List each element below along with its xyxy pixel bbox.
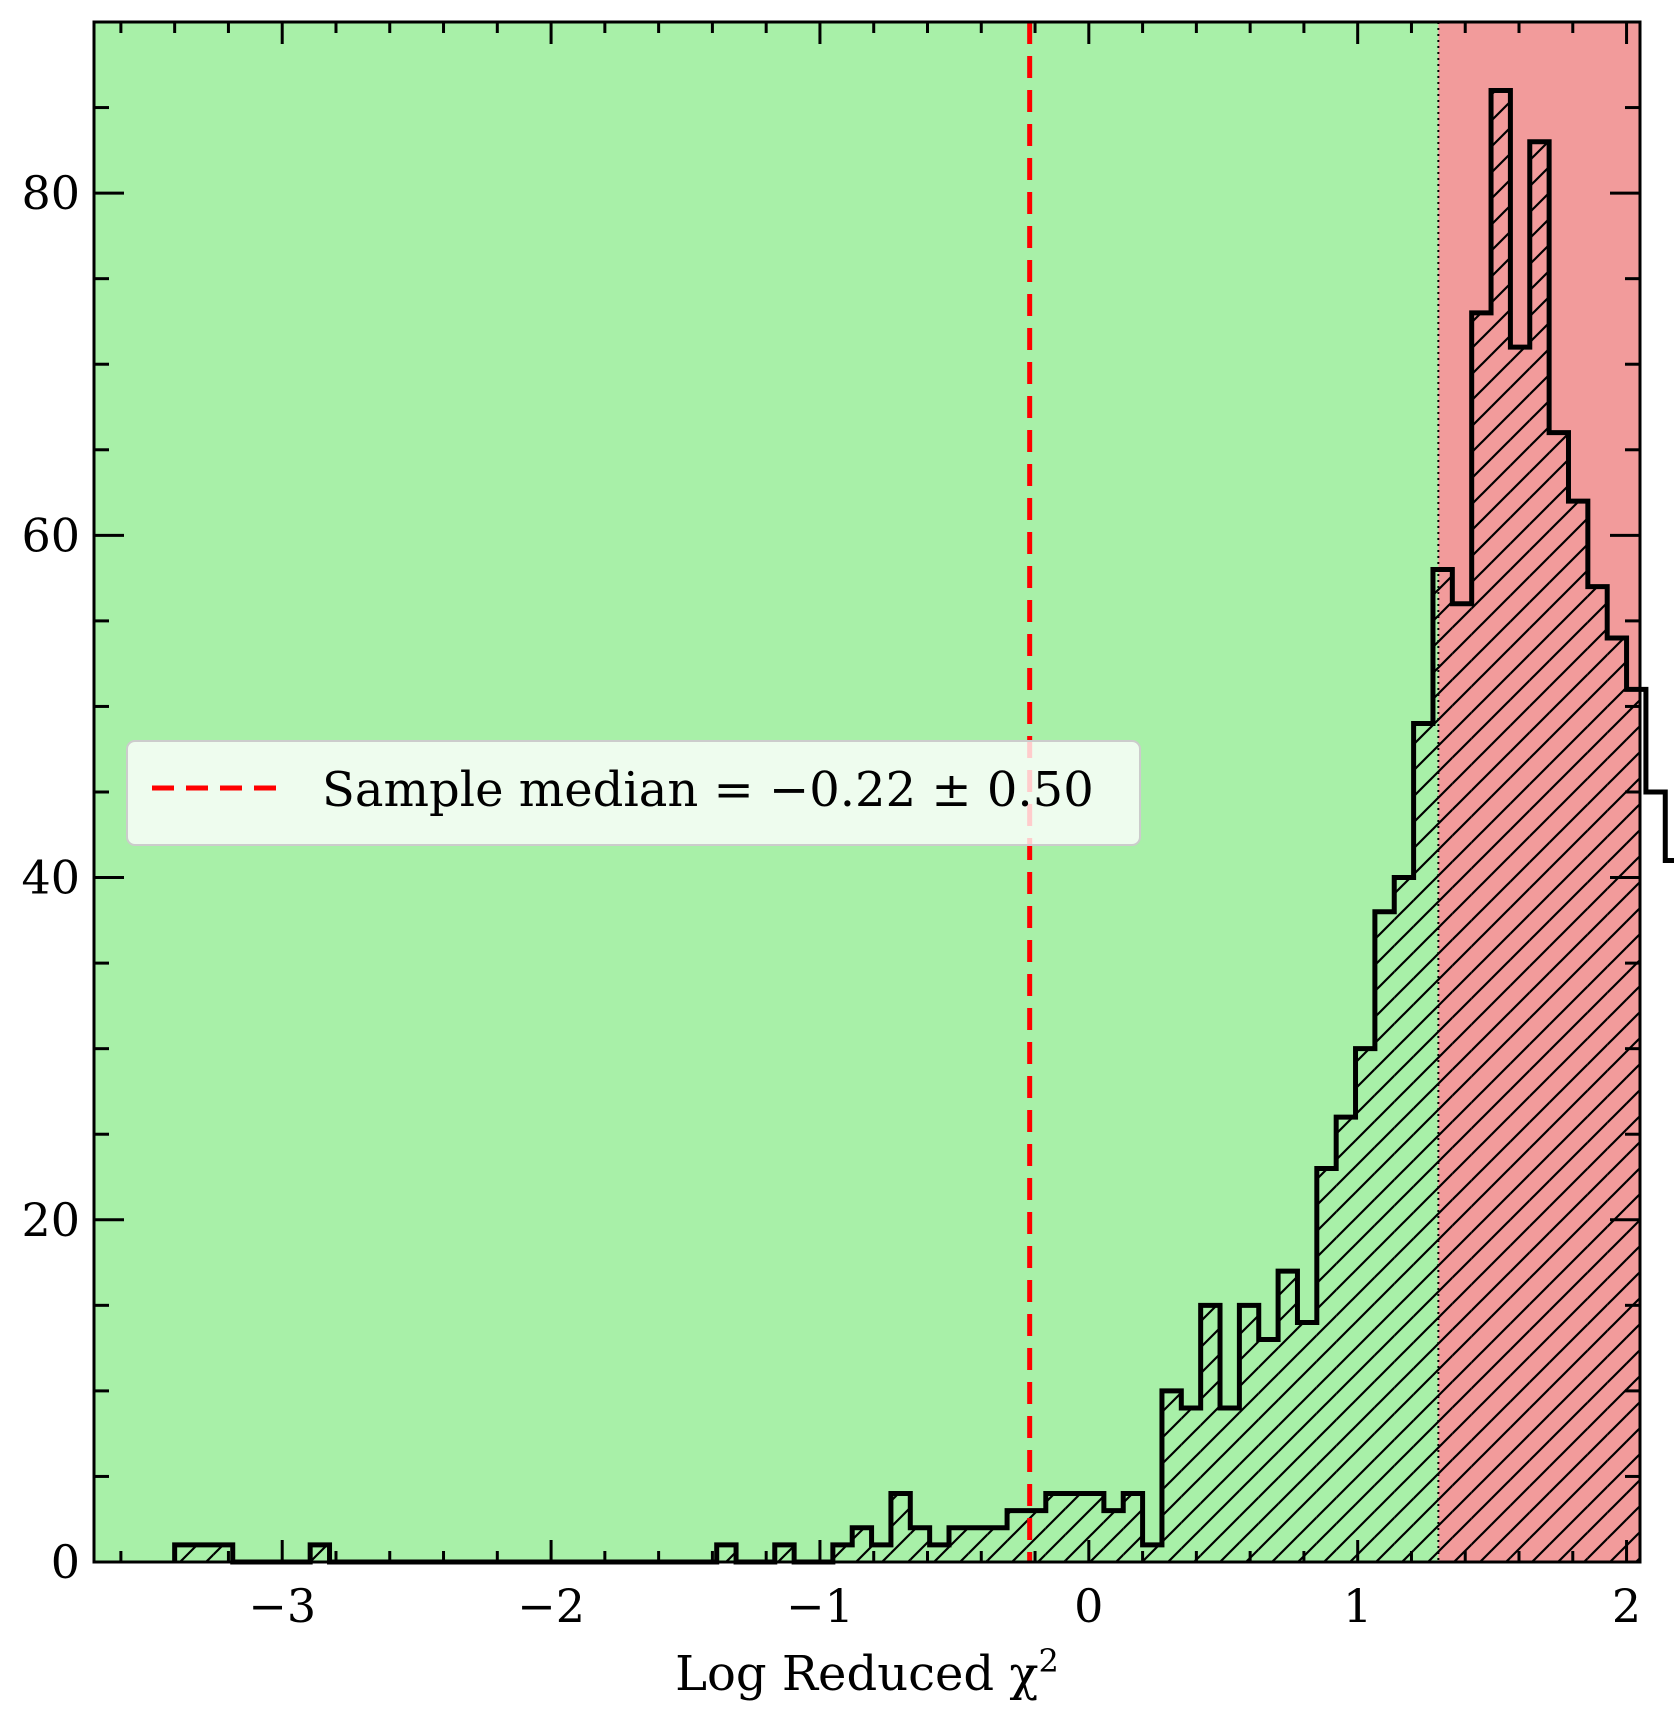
histogram-bar: [1297, 1322, 1317, 1562]
x-tick-label: 2: [1612, 1579, 1641, 1633]
histogram-bar: [1510, 347, 1530, 1562]
histogram-bar: [871, 1544, 891, 1562]
plot-frame: [92, 20, 1642, 1564]
y-tick-label: 60: [21, 508, 80, 562]
histogram-bar: [1355, 1048, 1375, 1562]
histogram-bar: [1665, 860, 1674, 1562]
histogram-bar: [174, 1544, 195, 1562]
histogram-bar: [1529, 141, 1550, 1562]
legend: Sample median = −0.22 ± 0.50: [126, 740, 1141, 846]
histogram-bar: [1103, 1510, 1124, 1562]
histogram-bar: [1220, 1408, 1240, 1562]
x-axis-title: Log Reduced χ2: [675, 1642, 1059, 1702]
histogram-bar: [1045, 1493, 1066, 1562]
histogram-bar: [1336, 1117, 1356, 1562]
x-tick-label: 1: [1343, 1579, 1372, 1633]
legend-label-median: Sample median = −0.22 ± 0.50: [322, 762, 1094, 818]
histogram-bar: [1568, 501, 1588, 1562]
x-tick-label: −2: [517, 1579, 585, 1633]
histogram-bar: [1413, 723, 1433, 1562]
x-axis-title-superscript: 2: [1038, 1642, 1058, 1680]
y-tick-label: 20: [21, 1193, 80, 1247]
histogram-bar: [1258, 1339, 1279, 1562]
histogram-bar: [987, 1527, 1008, 1562]
x-axis-title-base: Log Reduced χ: [675, 1646, 1038, 1702]
histogram-bar: [929, 1544, 950, 1562]
x-tick-label: −1: [786, 1579, 854, 1633]
histogram-bar: [1142, 1544, 1162, 1562]
y-tick-label: 40: [21, 851, 80, 905]
histogram-bar: [1374, 911, 1395, 1562]
histogram-bar: [1181, 1408, 1201, 1562]
histogram-bar: [890, 1493, 911, 1562]
histogram-bar: [1239, 1305, 1259, 1562]
histogram-bar: [1007, 1510, 1027, 1562]
histogram-bar: [1607, 638, 1627, 1562]
histogram-bar: [716, 1544, 737, 1562]
histogram-bar: [1432, 569, 1453, 1562]
histogram-bar: [1161, 1390, 1182, 1562]
histogram-bar: [949, 1527, 969, 1562]
histogram-bar: [832, 1544, 853, 1562]
y-tick-label: 80: [21, 166, 80, 220]
histogram-bar: [774, 1544, 795, 1562]
histogram-bar: [1626, 689, 1640, 1562]
histogram-bar: [1549, 432, 1569, 1562]
histogram-bar: [1278, 1271, 1298, 1562]
histogram-bar: [1394, 877, 1414, 1562]
histogram-bar: [852, 1527, 872, 1562]
histogram-bar: [1123, 1493, 1143, 1562]
histogram-bar: [194, 1544, 214, 1562]
histogram-bar: [1452, 603, 1472, 1562]
histogram-bar: [1200, 1305, 1221, 1562]
histogram-bar: [1491, 90, 1511, 1562]
histogram-bar: [1065, 1493, 1085, 1562]
x-tick-label: −3: [248, 1579, 316, 1633]
histogram-bar: [310, 1544, 330, 1562]
histogram-bar: [1316, 1168, 1337, 1562]
histogram-bar: [910, 1527, 930, 1562]
y-tick-label: 0: [51, 1535, 80, 1589]
histogram-bar: [1471, 312, 1492, 1562]
histogram-bar: [968, 1527, 988, 1562]
histogram-bar: [1646, 792, 1665, 1562]
x-tick-label: 0: [1074, 1579, 1103, 1633]
legend-box: [126, 740, 1141, 846]
histogram-bar: [1587, 586, 1608, 1562]
